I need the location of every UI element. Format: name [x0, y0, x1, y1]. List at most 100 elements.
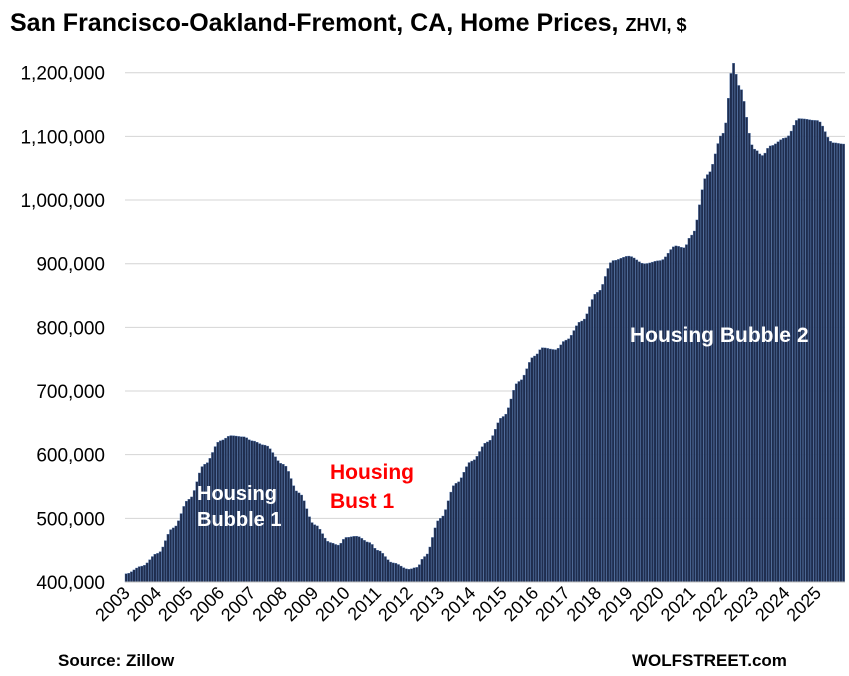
price-bar	[713, 153, 717, 583]
price-bar	[826, 137, 830, 583]
price-bar	[397, 564, 400, 583]
price-bar	[446, 500, 450, 583]
price-bar	[365, 541, 369, 583]
price-bar	[130, 571, 133, 583]
x-tick-label: 2015	[468, 583, 510, 625]
price-bar	[619, 258, 623, 583]
price-bar	[439, 518, 442, 583]
price-bar	[158, 551, 162, 583]
x-tick-label: 2014	[437, 583, 479, 625]
price-bar	[781, 138, 785, 583]
price-bar	[166, 534, 170, 583]
price-bar	[415, 567, 419, 583]
credit-label: WOLFSTREET.com	[632, 651, 787, 670]
price-bar	[530, 357, 534, 583]
price-bar	[394, 563, 398, 583]
x-tick-label: 2021	[657, 583, 699, 625]
price-bar	[755, 150, 759, 583]
price-bar	[352, 536, 356, 583]
price-bar	[564, 339, 568, 583]
price-bar	[182, 506, 186, 583]
price-bar	[349, 536, 353, 583]
price-bar	[818, 121, 822, 583]
price-bar	[664, 256, 667, 583]
price-bar	[810, 119, 814, 583]
price-bar	[551, 349, 555, 583]
price-bar	[533, 355, 536, 583]
price-bar	[541, 347, 544, 583]
price-bar	[289, 478, 293, 583]
price-bar	[483, 443, 487, 583]
price-bar	[685, 244, 688, 583]
price-bar	[192, 490, 196, 583]
price-bar	[504, 413, 508, 583]
chart-title-unit: ZHVI, $	[625, 15, 687, 35]
price-bar	[334, 544, 337, 583]
price-bar	[287, 471, 290, 583]
price-bar	[813, 120, 817, 583]
price-bar	[721, 133, 725, 583]
price-bar	[535, 353, 539, 583]
price-bar	[470, 460, 474, 583]
price-bar	[666, 253, 670, 583]
price-bar	[386, 559, 390, 583]
price-bar	[295, 490, 298, 583]
price-bar	[318, 528, 322, 583]
price-bar	[708, 171, 712, 583]
price-bar	[336, 544, 340, 583]
price-bar	[779, 139, 783, 583]
price-bar	[433, 527, 437, 583]
y-tick-label: 400,000	[36, 573, 105, 594]
price-bar	[454, 483, 458, 583]
price-bar	[402, 567, 406, 583]
price-bar	[630, 256, 633, 583]
x-tick-label: 2011	[344, 583, 386, 625]
price-bar	[363, 540, 366, 583]
x-tick-label: 2018	[563, 583, 605, 625]
price-bar	[546, 348, 550, 583]
price-bar	[588, 306, 591, 583]
price-bar	[161, 546, 165, 583]
price-bar	[407, 569, 411, 583]
price-bar	[632, 257, 636, 583]
price-bar	[787, 135, 790, 583]
price-bar	[614, 260, 618, 583]
y-tick-label: 1,100,000	[20, 127, 105, 148]
price-bar	[478, 451, 481, 583]
price-bar	[606, 268, 610, 583]
y-tick-label: 1,000,000	[20, 191, 105, 212]
price-bar	[706, 174, 709, 583]
price-bar	[174, 525, 178, 583]
price-bar	[151, 556, 154, 583]
price-bar	[768, 145, 772, 583]
price-bar	[308, 516, 311, 583]
price-bar	[302, 500, 306, 583]
price-bar	[669, 249, 673, 583]
price-bar	[412, 567, 416, 583]
price-bar	[462, 472, 466, 583]
price-bar	[556, 348, 560, 583]
price-bar	[776, 141, 780, 583]
price-bar	[420, 559, 424, 583]
price-bar	[331, 542, 335, 583]
price-bar	[179, 513, 183, 583]
annotation-line: Bubble 1	[197, 509, 281, 531]
price-bar	[829, 141, 832, 583]
price-bar	[687, 238, 691, 583]
price-bar	[624, 256, 628, 583]
price-bar	[313, 524, 317, 583]
price-bar	[185, 500, 188, 583]
price-bar	[370, 544, 374, 583]
x-tick-label: 2020	[625, 583, 667, 625]
y-tick-label: 600,000	[36, 446, 105, 467]
price-bar	[792, 124, 796, 583]
price-bar	[577, 322, 581, 583]
price-bar	[493, 429, 497, 583]
price-bar	[473, 459, 476, 583]
price-bar	[488, 440, 492, 583]
price-bar	[124, 573, 128, 583]
price-bar	[719, 135, 722, 583]
price-bar	[457, 481, 461, 583]
price-bar	[808, 119, 811, 583]
price-bar	[507, 407, 510, 583]
